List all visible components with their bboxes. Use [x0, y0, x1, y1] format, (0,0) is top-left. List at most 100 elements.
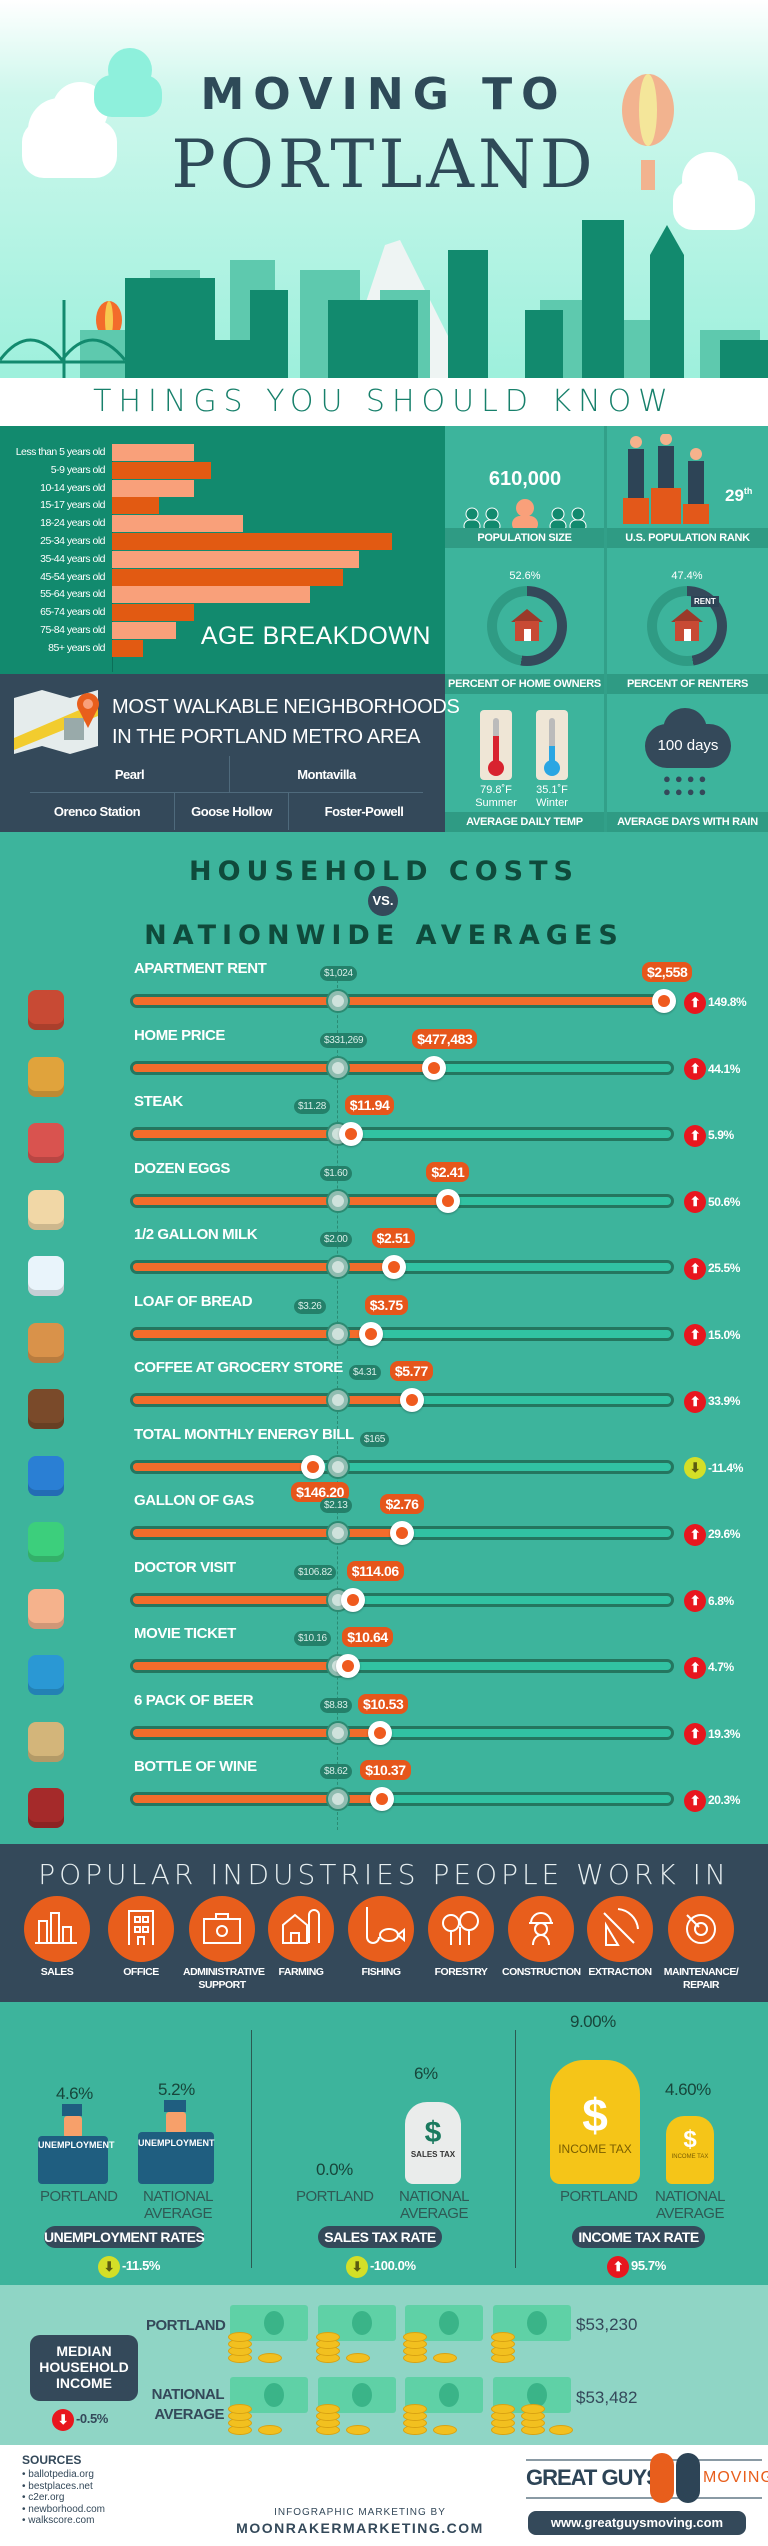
- cloud-icon: [673, 152, 755, 230]
- national-average-label: $8.62: [320, 1764, 352, 1779]
- source-text[interactable]: c2er.org: [28, 2492, 65, 2503]
- skyline-illustration: [0, 48, 768, 380]
- title-portland: PORTLAND: [171, 126, 597, 203]
- portland-cost-fill: [133, 1263, 394, 1271]
- median-income-change: ⬇ -0.5%: [52, 2409, 108, 2431]
- age-bar: [112, 461, 212, 479]
- portland-cost-fill: [133, 1462, 314, 1471]
- industry-maintenance-repair[interactable]: [668, 1896, 734, 1962]
- portland-cost-label: $10.64: [342, 1627, 393, 1647]
- industry-administrative-support[interactable]: [189, 1896, 255, 1962]
- industry-construction[interactable]: [508, 1896, 574, 1962]
- portland-cost-marker: [381, 1255, 406, 1279]
- money-bag-label: INCOME TAX: [558, 2142, 632, 2156]
- percent-change: ⬆ 5.9%: [684, 1124, 734, 1147]
- winter-label: Winter: [536, 797, 568, 809]
- industry-sales[interactable]: [24, 1896, 90, 1962]
- sales-tax-national-label: NATIONAL AVERAGE: [399, 2188, 469, 2222]
- source-text[interactable]: newborhood.com: [28, 2503, 105, 2515]
- age-bar: [112, 533, 392, 550]
- office-building-icon: [109, 1897, 173, 1966]
- fish-hook-icon: [349, 1897, 413, 1966]
- coin-icon: [491, 2332, 515, 2342]
- industries-section: POPULAR INDUSTRIES PEOPLE WORK IN SALES O…: [0, 1844, 768, 2002]
- source-text[interactable]: walkscore.com: [28, 2515, 95, 2526]
- population-value: 610,000: [488, 468, 562, 490]
- divider: [515, 2030, 516, 2268]
- portland-cost-label: $5.77: [389, 1361, 433, 1381]
- coin-icon: [346, 2425, 370, 2435]
- source-link[interactable]: • ballotpedia.org: [22, 2469, 94, 2480]
- renters-label: PERCENT OF RENTERS: [607, 674, 768, 694]
- moonraker-link[interactable]: MOONRAKERMARKETING.COM: [236, 2520, 484, 2536]
- industry-label: OFFICE: [123, 1966, 159, 1978]
- portland-cost-label: $10.37: [360, 1760, 411, 1780]
- source-text[interactable]: bestplaces.net: [28, 2480, 93, 2492]
- arrow-up-icon: ⬆: [684, 991, 706, 1014]
- rank-suffix: th: [743, 486, 753, 497]
- industry-farming[interactable]: [268, 1896, 334, 1962]
- percent-change-value: 33.9%: [708, 1394, 741, 1408]
- cost-item-label: APARTMENT RENT: [134, 960, 267, 977]
- money-bag-label: SALES TAX: [410, 2150, 456, 2159]
- unemployment-national-label: NATIONAL AVERAGE: [143, 2188, 213, 2222]
- source-link[interactable]: • walkscore.com: [22, 2515, 95, 2526]
- national-average-label: $2.13: [320, 1498, 352, 1513]
- change-value: 95.7%: [631, 2258, 666, 2274]
- percent-change-value: 19.3%: [708, 1726, 741, 1741]
- household-costs-title: HOUSEHOLD COSTS: [188, 856, 579, 887]
- portland-cost-marker: [301, 1454, 326, 1479]
- income-tax-national-label: NATIONAL AVERAGE: [655, 2188, 725, 2222]
- percent-change: ⬆ 6.8%: [684, 1590, 734, 1613]
- age-label: 65-74 years old: [40, 606, 105, 619]
- arrow-up-icon: ⬆: [684, 1191, 706, 1214]
- industry-fishing[interactable]: [348, 1896, 414, 1962]
- neighborhood-goose-hollow: Goose Hollow: [191, 804, 272, 819]
- national-average-marker: [328, 1789, 348, 1809]
- industry-office[interactable]: [108, 1896, 174, 1962]
- portland-cost-fill: [133, 1396, 412, 1404]
- portland-cost-fill: [133, 1662, 349, 1670]
- portland-cost-label: $2.51: [371, 1228, 415, 1248]
- percent-change-value: 5.9%: [708, 1128, 734, 1142]
- source-text[interactable]: ballotpedia.org: [28, 2469, 94, 2480]
- industry-forestry[interactable]: [428, 1896, 494, 1962]
- industry-extraction[interactable]: [587, 1896, 653, 1962]
- income-tax-rate-pill: INCOME TAX RATE: [572, 2226, 705, 2248]
- logo-text-right: MOVING: [703, 2469, 768, 2486]
- industry-label: CONSTRUCTION: [502, 1966, 581, 1978]
- portland-cost-marker: [390, 1521, 415, 1545]
- source-link[interactable]: • bestplaces.net: [22, 2480, 93, 2492]
- arrow-up-icon: ⬆: [684, 1789, 706, 1812]
- percent-change-value: 44.1%: [708, 1061, 741, 1076]
- source-link[interactable]: • c2er.org: [22, 2492, 65, 2503]
- portland-cost-fill: [133, 997, 664, 1005]
- average-daily-temp-label: AVERAGE DAILY TEMP: [445, 812, 604, 832]
- age-bar: [112, 622, 177, 639]
- coin-icon: [258, 2353, 282, 2363]
- age-bar: [112, 479, 194, 497]
- cloud-icon: [94, 48, 162, 117]
- eggs-icon: [18, 1182, 74, 1238]
- briefcase-label: UNEMPLOYMENT: [38, 2140, 115, 2150]
- arrow-up-icon: ⬆: [684, 1257, 706, 1280]
- summer-temp: 79.8˚F Summer: [471, 784, 521, 810]
- cost-item-label: GALLON OF GAS: [134, 1492, 254, 1509]
- source-link[interactable]: • newborhood.com: [22, 2503, 105, 2515]
- cost-item-label: LOAF OF BREAD: [134, 1292, 253, 1310]
- percent-change-value: 29.6%: [708, 1527, 741, 1541]
- industry-label: FARMING: [278, 1966, 324, 1978]
- arrow-down-icon: ⬇: [346, 2256, 368, 2278]
- percent-change-value: 15.0%: [708, 1327, 741, 1342]
- portland-cost-marker: [340, 1587, 365, 1612]
- website-url-link[interactable]: www.greatguysmoving.com: [528, 2511, 746, 2535]
- coin-icon: [403, 2332, 427, 2342]
- unemployment-portland-value: 4.6%: [56, 2084, 93, 2103]
- national-average-label: $4.31: [349, 1365, 381, 1380]
- portland-cost-label: $10.53: [357, 1693, 409, 1714]
- percent-change-value: 25.5%: [708, 1261, 741, 1275]
- percent-change-value: 6.8%: [708, 1593, 734, 1608]
- neighborhood-pearl: Pearl: [114, 767, 145, 782]
- summer-temp-value: 79.8˚F: [480, 784, 512, 796]
- bearded-face-icon: [676, 2453, 700, 2503]
